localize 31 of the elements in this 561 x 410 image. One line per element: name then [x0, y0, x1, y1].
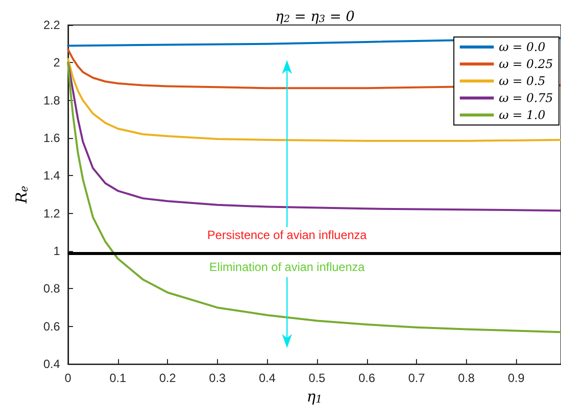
y-tick-label: 1.6 [43, 131, 60, 146]
x-tick-label: 0.9 [508, 371, 525, 386]
annotation: Elimination of avian influenza [209, 260, 366, 274]
legend-label: ω = 0.5 [498, 74, 546, 88]
x-tick-label: 0 [64, 371, 72, 386]
x-tick-label: 0.5 [308, 371, 326, 386]
x-tick-label: 0.1 [109, 371, 126, 386]
y-tick-label: 0.6 [43, 319, 60, 334]
y-tick-label: 1 [53, 244, 60, 258]
y-tick-label: 1.4 [43, 168, 60, 183]
legend-label: ω = 0.75 [498, 91, 553, 105]
legend-label: ω = 1.0 [498, 108, 546, 122]
y-tick-label: 2 [53, 56, 60, 70]
y-tick-label: 2.2 [43, 18, 60, 32]
y-axis-title: Re [12, 186, 30, 204]
x-tick-label: 0.8 [458, 371, 476, 386]
x-tick-label: 0.3 [209, 371, 226, 386]
legend-label: ω = 0.0 [498, 40, 546, 54]
y-tick-label: 1.8 [43, 93, 60, 108]
x-tick-label: 0.2 [159, 371, 176, 386]
y-tick-label: 0.8 [43, 282, 60, 296]
x-tick-label: 0.4 [258, 371, 276, 386]
legend-label: ω = 0.25 [498, 57, 553, 71]
line-series [67, 58, 561, 142]
y-tick-label: 1.2 [43, 206, 60, 220]
x-axis-title: η1 [306, 388, 322, 406]
x-tick-label: 0.6 [358, 371, 376, 386]
annotation: Persistence of avian influenza [207, 228, 368, 242]
y-tick-label: 0.4 [43, 357, 60, 372]
chart-title: η2 = η3 = 0 [275, 8, 355, 26]
x-tick-label: 0.7 [408, 371, 426, 386]
